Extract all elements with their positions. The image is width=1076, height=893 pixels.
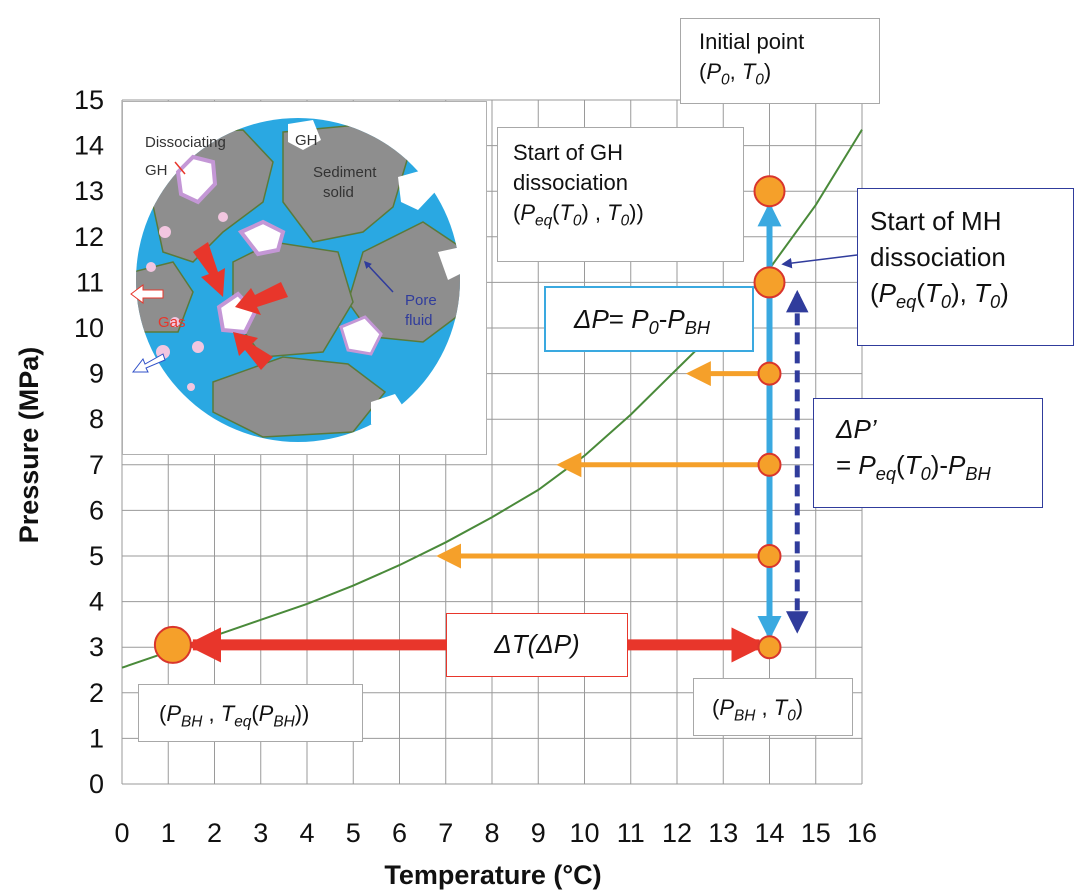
data-point [757,361,782,386]
x-tick-label: 11 [617,818,645,848]
gh-crystal [371,394,408,432]
escape-arrow [131,353,166,373]
delta-p-prime-label: ΔP’ = Peq(T0)-PBH [813,398,1043,508]
delta-p-prime-lhs: ΔP’ [836,414,877,444]
y-tick-label: 7 [89,450,104,480]
red-arrow [235,282,288,315]
data-point [753,175,786,208]
gh-crystal [175,154,218,205]
y-axis-title: Pressure (MPa) [14,347,44,544]
x-tick-label: 3 [253,818,268,848]
gh-crystal [438,247,468,280]
y-tick-label: 13 [74,176,104,206]
sediment-schematic [130,118,468,442]
y-tick-label: 9 [89,359,104,389]
y-tick-label: 15 [74,85,104,115]
data-point [757,452,782,477]
gas-bubble [187,383,195,391]
gh-pointer [174,161,186,175]
x-axis-title: Temperature (°C) [384,860,601,890]
y-tick-label: 5 [89,541,104,571]
mh-pointer-arrow [781,254,858,269]
y-tick-label: 14 [74,131,104,161]
label-solid: solid [323,184,354,201]
label-dissociating: Dissociating [145,134,226,151]
start-mh-line1: Start of MH [870,206,1002,236]
gh-crystal [398,170,435,210]
label-pore: Pore [405,292,437,309]
grain [212,356,387,438]
y-tick-label: 3 [89,632,104,662]
x-tick-label: 15 [801,818,831,848]
x-tick-label: 2 [207,818,222,848]
x-tick-label: 14 [754,818,784,848]
gas-bubble [159,226,171,238]
x-tick-label: 8 [484,818,499,848]
x-tick-label: 7 [438,818,453,848]
delta-t-label: ΔT(ΔP) [446,613,628,677]
y-tick-label: 1 [89,723,104,753]
x-tick-label: 0 [114,818,129,848]
data-point [757,544,782,568]
y-tick-label: 10 [74,313,104,343]
y-tick-label: 2 [89,678,104,708]
gas-bubble [146,262,156,272]
sediment-inset: Dissociating GH GH Sediment solid Gas Po… [122,101,487,455]
red-arrow [193,242,225,297]
x-tick-label: 4 [299,818,314,848]
gh-crystal [339,315,383,356]
gas-bubble [218,212,228,222]
x-tick-label: 9 [531,818,546,848]
label-fluid: fluid [405,312,433,329]
initial-point-title: Initial point [699,29,805,54]
x-tick-label: 1 [161,818,176,848]
data-point [757,635,782,660]
x-tick-label: 13 [708,818,738,848]
label-gh-small: GH [145,162,168,179]
gas-bubble [192,341,204,353]
gh-crystal [237,219,286,257]
x-tick-label: 5 [346,818,361,848]
start-gh-formula: (Peq(T0) , T0)) [513,200,644,230]
initial-point-formula: (P0, T0) [699,59,772,89]
x-tick-label: 12 [662,818,692,848]
delta-p-label: ΔP= P0-PBH [544,286,754,352]
label-gh: GH [295,132,318,149]
start-mh-line2: dissociation [870,242,1006,272]
label-sediment: Sediment [313,164,377,181]
start-gh-line1: Start of GH [513,140,624,165]
label-gas: Gas [158,314,186,331]
y-tick-label: 8 [89,404,104,434]
y-tick-label: 11 [76,267,104,297]
gas-bubble [170,317,180,327]
x-tick-label: 16 [847,818,877,848]
sediment-grains [136,123,460,438]
y-tick-label: 0 [89,769,104,799]
delta-p-prime-rhs: = Peq(T0)-PBH [836,450,991,485]
start-gh-label: Start of GH dissociation (Peq(T0) , T0)) [497,127,744,262]
gh-crystal [288,120,321,150]
escape-arrow [130,284,164,304]
red-arrow [233,332,273,370]
pore-fluid-pointer [363,260,394,293]
start-gh-line2: dissociation [513,170,628,195]
y-tick-label: 4 [89,587,104,617]
data-points [153,175,786,664]
x-tick-label: 10 [569,818,599,848]
start-mh-formula: (Peq(T0), T0) [870,278,1009,313]
start-mh-label: Start of MH dissociation (Peq(T0), T0) [857,188,1074,346]
pbh-t0-label: (PBH , T0) [693,678,853,736]
data-point [753,266,786,299]
x-tick-label: 6 [392,818,407,848]
x-tick-labels: 0 1 2 3 4 5 6 7 8 9 10 11 12 13 14 15 16 [114,818,877,848]
y-tick-label: 12 [74,222,104,252]
pbh-teq-label: (PBH , Teq(PBH)) [138,684,363,742]
data-point [153,625,192,664]
y-tick-label: 6 [89,495,104,525]
initial-point-label: Initial point (P0, T0) [680,18,880,104]
